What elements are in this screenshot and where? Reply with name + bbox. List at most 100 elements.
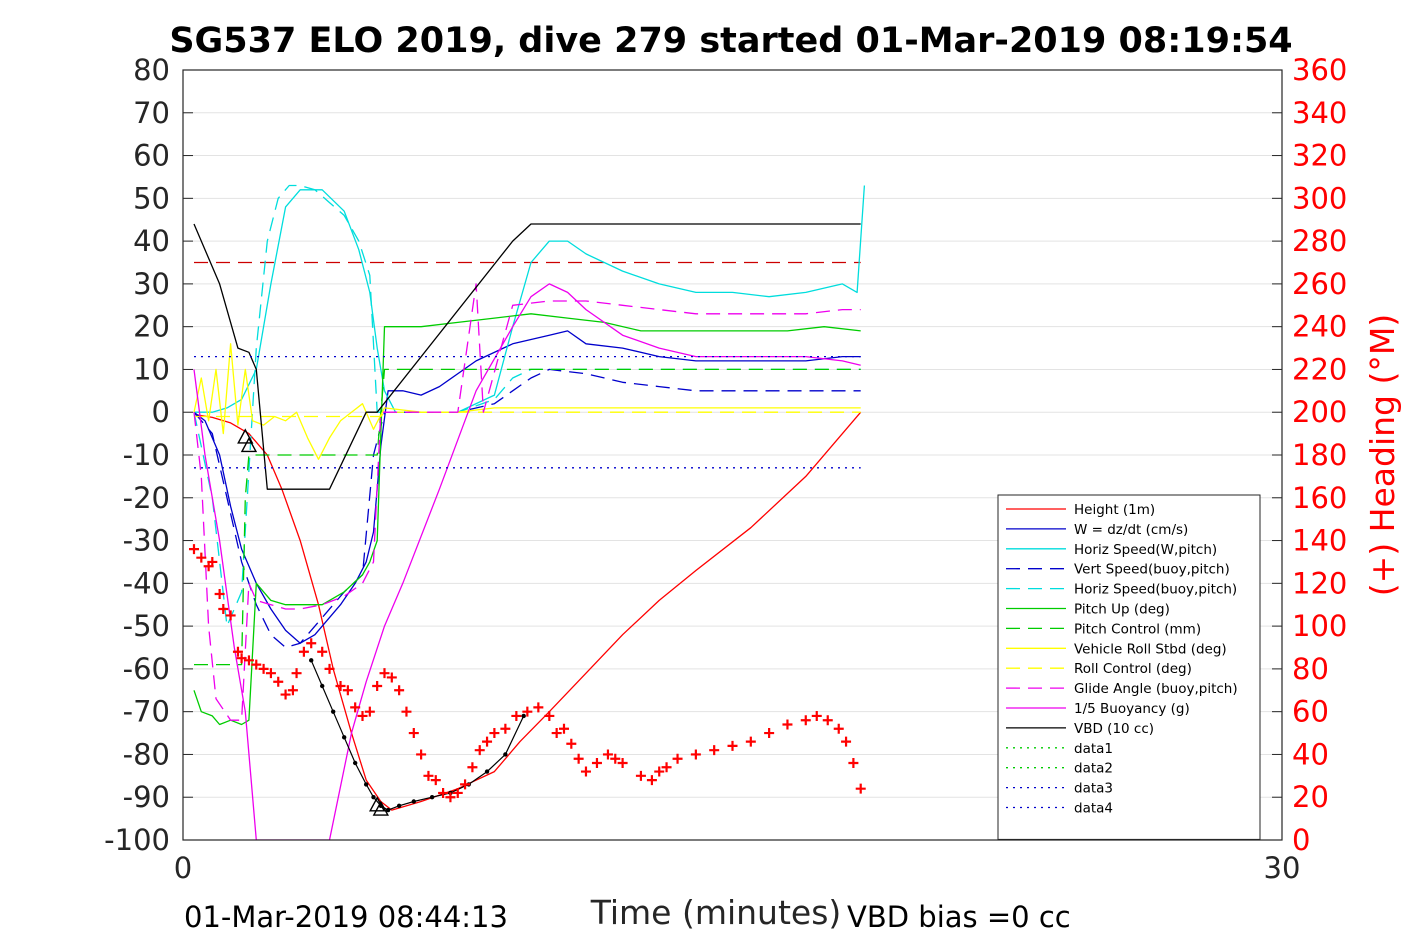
heading-point <box>335 681 346 691</box>
heading-point <box>317 646 328 657</box>
heading-point <box>822 715 833 726</box>
dive-track-point <box>385 807 391 813</box>
legend-label: Horiz Speed(buoy,pitch) <box>1074 582 1237 598</box>
y-tick-label: -80 <box>123 737 170 771</box>
right-ticks: 3603403203002802602402202001801601401201… <box>1272 53 1347 857</box>
heading-point <box>610 753 621 764</box>
heading-point <box>408 728 419 739</box>
y2-axis-label: (+) Heading (°M) <box>1363 314 1402 596</box>
heading-point <box>258 663 269 674</box>
heading-point <box>445 792 456 803</box>
x-axis-label: Time (minutes) <box>590 893 842 932</box>
y-tick-label: -40 <box>123 566 170 600</box>
dive-track-point <box>352 760 358 766</box>
heading-point <box>265 668 276 679</box>
heading-point <box>544 710 555 721</box>
y-tick-label: 80 <box>133 53 170 87</box>
y2-tick-label: 320 <box>1292 139 1347 173</box>
heading-point <box>236 653 247 664</box>
x-tick-label: 0 <box>174 851 192 885</box>
heading-point <box>811 710 822 721</box>
heading-point <box>196 552 207 563</box>
heading-point <box>533 702 544 713</box>
y-tick-label: -100 <box>104 823 170 857</box>
series-line <box>193 330 861 644</box>
y2-tick-label: 120 <box>1292 566 1347 600</box>
legend-label: data4 <box>1074 801 1113 817</box>
series-line <box>193 283 861 721</box>
heading-point <box>500 723 511 734</box>
heading-point <box>489 728 500 739</box>
heading-point <box>511 710 522 721</box>
heading-point <box>438 787 449 798</box>
legend-label: Height (1m) <box>1074 502 1155 518</box>
y-tick-label: 40 <box>133 224 170 258</box>
heading-point <box>218 604 229 614</box>
legend-label: data3 <box>1074 781 1113 797</box>
legend-label: W = dz/dt (cm/s) <box>1074 522 1188 538</box>
dive-track-point <box>503 752 508 757</box>
heading-point <box>855 783 866 794</box>
series-line <box>193 223 861 490</box>
series-layer <box>193 184 866 840</box>
heading-point <box>232 646 243 657</box>
left-ticks: 80 70 60 50 40 30 20 10 0 -10 -20 -30 -40 -50 -60 -70 -8… <box>104 53 193 857</box>
heading-point <box>291 668 302 679</box>
y-tick-label: 50 <box>133 181 170 215</box>
triangle-marker <box>372 800 389 816</box>
heading-point <box>416 749 427 760</box>
legend-label: 1/5 Buoyancy (g) <box>1074 701 1190 717</box>
dive-track-point <box>320 683 325 689</box>
heading-point <box>646 775 657 786</box>
y2-tick-label: 80 <box>1292 652 1329 686</box>
dive-track-point <box>363 782 369 787</box>
y2-tick-label: 100 <box>1292 609 1347 643</box>
y2-tick-label: 160 <box>1292 481 1347 515</box>
legend-box <box>997 494 1261 840</box>
dive-track-point <box>330 709 336 714</box>
x-tick-label: 30 <box>1264 851 1301 885</box>
heading-point <box>350 702 361 713</box>
y2-tick-label: 300 <box>1292 181 1347 215</box>
heading-point <box>401 706 412 717</box>
legend-label: VBD (10 cc) <box>1074 721 1154 737</box>
heading-point <box>273 676 284 687</box>
y-tick-label: 20 <box>133 310 170 344</box>
legend-label: Horiz Speed(W,pitch) <box>1074 542 1217 558</box>
heading-point <box>298 646 309 657</box>
series-line <box>194 411 861 418</box>
heading-point <box>474 745 485 756</box>
heading-point <box>342 685 353 696</box>
legend-label: Pitch Control (mm) <box>1074 621 1201 637</box>
heading-point <box>251 659 262 670</box>
legend-label: Vehicle Roll Stbd (deg) <box>1074 641 1227 657</box>
heading-point <box>800 715 811 726</box>
heading-point <box>243 655 254 666</box>
heading-point <box>573 753 584 764</box>
heading-point <box>841 736 852 747</box>
heading-point <box>690 749 701 760</box>
heading-point <box>452 787 463 798</box>
y2-tick-label: 0 <box>1292 823 1310 857</box>
heading-point <box>602 749 613 760</box>
heading-point <box>423 770 434 781</box>
footer-vbd-bias: VBD bias =0 cc <box>847 900 1071 934</box>
y2-tick-label: 20 <box>1292 780 1329 814</box>
legend-label: data2 <box>1074 761 1113 777</box>
heading-point <box>430 775 441 786</box>
y-tick-label: -90 <box>123 780 170 814</box>
y2-tick-label: 140 <box>1292 524 1347 558</box>
heading-point <box>280 689 291 700</box>
dive-track-point <box>484 769 490 774</box>
heading-point <box>782 719 793 730</box>
y2-tick-label: 200 <box>1292 395 1347 429</box>
dive-track-point <box>429 795 435 800</box>
y-tick-label: -50 <box>123 609 170 643</box>
heading-point <box>833 723 844 734</box>
y-tick-label: -10 <box>123 438 170 472</box>
y2-tick-label: 40 <box>1292 737 1329 771</box>
heading-point <box>635 770 646 781</box>
y-tick-label: -30 <box>123 524 170 558</box>
y2-tick-label: 340 <box>1292 96 1347 130</box>
